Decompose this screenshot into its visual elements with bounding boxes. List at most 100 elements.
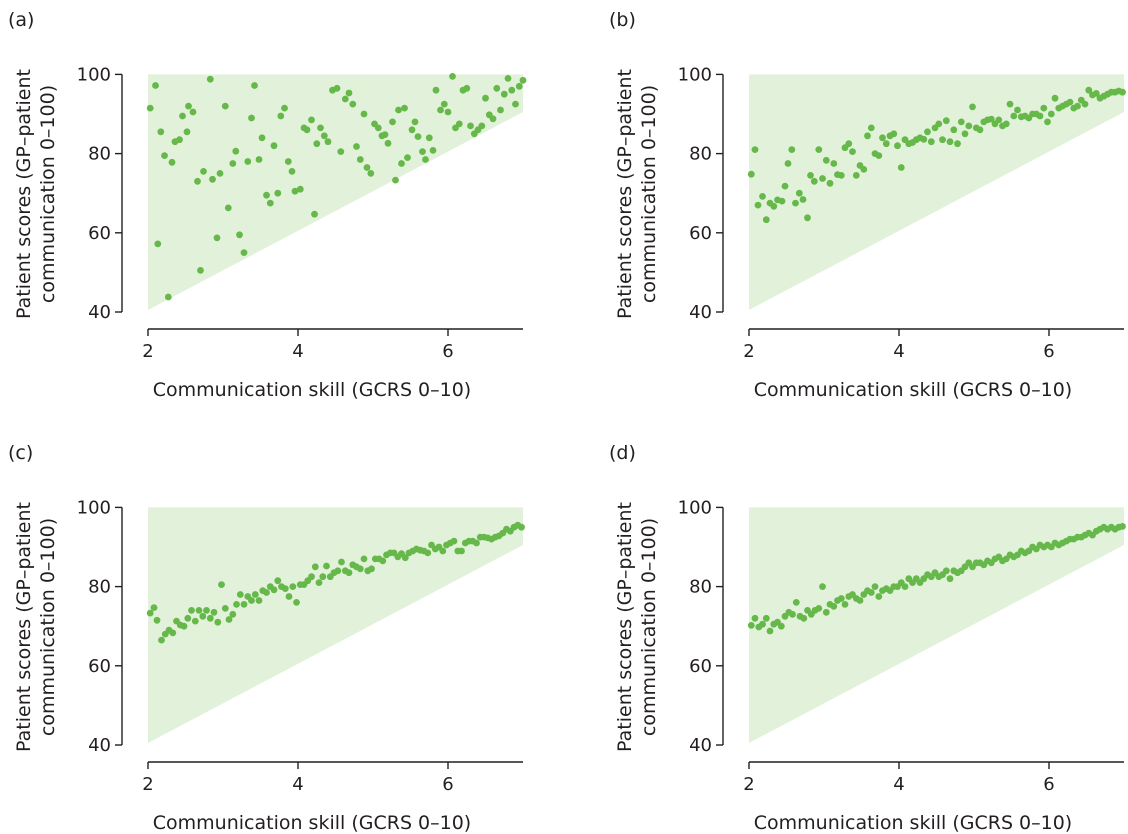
y-tick-label: 100: [77, 64, 111, 85]
y-axis-title: Patient scores (GP–patient communication …: [614, 69, 660, 319]
data-point: [395, 106, 402, 114]
y-axis-title: Patient scores (GP–patient communication …: [13, 69, 59, 319]
data-point: [345, 89, 353, 97]
data-point: [303, 126, 311, 134]
data-point: [363, 164, 371, 171]
y-tick-label: 80: [88, 577, 111, 598]
data-point: [747, 622, 755, 629]
x-tick-label: 4: [292, 774, 303, 795]
data-point: [467, 122, 474, 130]
panel-label: (b): [609, 9, 636, 31]
data-point: [333, 84, 341, 92]
data-point: [1085, 86, 1093, 94]
data-point: [289, 583, 297, 590]
data-point: [939, 136, 946, 144]
data-point: [837, 172, 845, 179]
data-point: [770, 202, 778, 210]
data-point: [867, 124, 875, 132]
data-point: [258, 134, 266, 142]
x-tick-label: 6: [442, 774, 453, 795]
data-point: [188, 607, 195, 614]
data-point: [341, 95, 349, 103]
data-point: [875, 593, 883, 600]
data-point: [251, 591, 259, 598]
y-tick-label: 40: [689, 302, 712, 323]
data-point: [146, 609, 154, 617]
data-point: [795, 189, 803, 197]
panel-label: (a): [8, 9, 34, 31]
y-tick-label: 40: [689, 735, 712, 756]
x-tick-label: 2: [743, 774, 754, 795]
panel-label: (c): [8, 442, 33, 464]
data-point: [414, 133, 422, 141]
data-point: [221, 102, 229, 110]
data-point: [424, 549, 432, 557]
data-point: [311, 563, 319, 571]
data-point: [747, 170, 755, 178]
data-point: [185, 102, 192, 110]
data-point: [804, 214, 811, 222]
data-point: [338, 558, 345, 566]
data-point: [158, 636, 165, 644]
data-point: [384, 139, 392, 147]
data-point: [935, 120, 943, 128]
x-tick-label: 6: [1043, 774, 1054, 795]
data-point: [508, 86, 516, 94]
data-point: [422, 156, 429, 163]
data-point: [987, 115, 995, 123]
data-point: [281, 585, 289, 592]
y-axis-title-line: communication 0–100): [638, 518, 660, 736]
data-point: [169, 629, 177, 637]
data-point: [317, 124, 324, 132]
data-point: [189, 108, 197, 116]
data-point: [274, 189, 282, 197]
shaded-region: [148, 74, 523, 311]
data-point: [236, 231, 243, 239]
data-point: [473, 539, 480, 547]
data-point: [255, 597, 263, 604]
data-point: [778, 197, 786, 205]
data-point: [826, 179, 834, 187]
data-point: [1040, 104, 1048, 112]
data-point: [263, 589, 270, 596]
data-point: [379, 557, 387, 565]
x-axis-title: Communication skill (GCRS 0–10): [754, 379, 1072, 401]
data-point: [248, 114, 255, 122]
data-point: [353, 143, 360, 150]
data-point: [954, 140, 961, 148]
data-point: [455, 120, 463, 128]
x-tick-label: 4: [292, 341, 303, 362]
data-point: [830, 160, 838, 167]
data-point: [792, 599, 800, 606]
data-point: [976, 126, 984, 134]
data-point: [337, 148, 345, 156]
data-point: [879, 134, 886, 142]
data-point: [946, 138, 954, 146]
data-point: [965, 122, 973, 130]
data-point: [788, 146, 796, 154]
panel-label: (d): [609, 442, 636, 464]
data-point: [759, 193, 766, 200]
data-point: [830, 603, 838, 610]
data-point: [432, 86, 440, 94]
data-point: [924, 128, 931, 136]
y-tick-label: 60: [689, 223, 712, 244]
data-point: [191, 617, 199, 625]
data-point: [864, 132, 871, 140]
data-point: [759, 620, 766, 628]
data-point: [1051, 94, 1059, 102]
data-point: [184, 614, 192, 622]
y-axis-title-line: communication 0–100): [37, 518, 59, 736]
data-point: [270, 586, 278, 594]
y-tick-label: 60: [88, 656, 111, 677]
data-point: [946, 575, 954, 583]
data-point: [194, 177, 201, 185]
data-point: [308, 116, 315, 124]
x-tick-label: 2: [743, 341, 754, 362]
data-point: [214, 618, 222, 626]
data-point: [751, 614, 759, 622]
data-point: [1002, 120, 1010, 128]
data-point: [225, 616, 233, 623]
data-point: [1006, 100, 1014, 108]
